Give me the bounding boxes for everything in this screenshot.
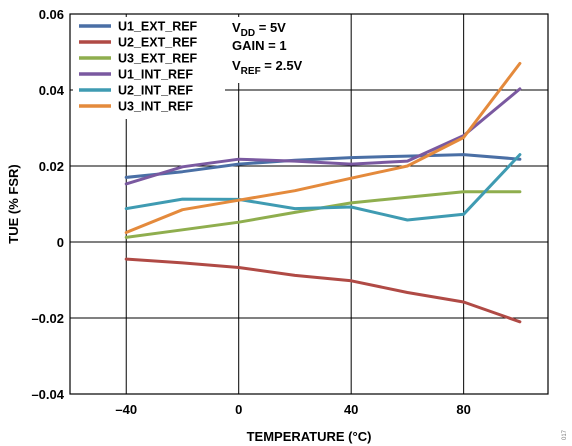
legend-label: U3_EXT_REF — [118, 52, 198, 66]
series-line-u2-int-ref — [124, 153, 522, 222]
series-lines — [124, 61, 522, 324]
y-tick-label: –0.04 — [31, 387, 64, 402]
legend-label: U1_INT_REF — [118, 68, 193, 82]
figure-id-watermark: 017 — [562, 429, 568, 440]
y-tick-label: 0.04 — [39, 83, 65, 98]
series-line-u3-int-ref — [124, 61, 522, 234]
x-tick-label: 80 — [456, 402, 470, 417]
series-line-u1-int-ref — [124, 87, 522, 186]
legend-label: U2_INT_REF — [118, 84, 193, 98]
condition-line: VREF = 2.5V — [232, 58, 303, 77]
y-axis-tick-labels: –0.04 –0.02 0 0.02 0.04 0.06 — [31, 7, 64, 402]
y-axis-title: TUE (% FSR) — [6, 164, 21, 243]
plot-area-frame — [69, 13, 549, 395]
x-tick-label: –40 — [115, 402, 137, 417]
series-line-u2-ext-ref — [124, 257, 522, 324]
legend-background — [73, 17, 225, 119]
x-axis-title: TEMPERATURE (°C) — [247, 429, 372, 444]
condition-line: VDD = 5V — [232, 20, 286, 39]
legend-label: U2_EXT_REF — [118, 36, 198, 50]
legend: U1_EXT_REF U2_EXT_REF U3_EXT_REF U1_INT_REF… — [73, 17, 225, 119]
y-tick-label: 0.06 — [39, 7, 64, 22]
y-tick-label: 0.02 — [39, 159, 64, 174]
condition-line: GAIN = 1 — [232, 38, 287, 53]
legend-label: U3_INT_REF — [118, 100, 193, 114]
y-tick-label: –0.02 — [31, 311, 64, 326]
x-tick-label: 40 — [344, 402, 358, 417]
conditions-background — [229, 17, 333, 83]
series-line-u1-ext-ref — [124, 153, 522, 179]
x-tick-label: 0 — [235, 402, 242, 417]
y-tick-label: 0 — [57, 235, 64, 250]
x-axis-tick-labels: –40 0 40 80 — [115, 402, 470, 417]
legend-label: U1_EXT_REF — [118, 20, 198, 34]
